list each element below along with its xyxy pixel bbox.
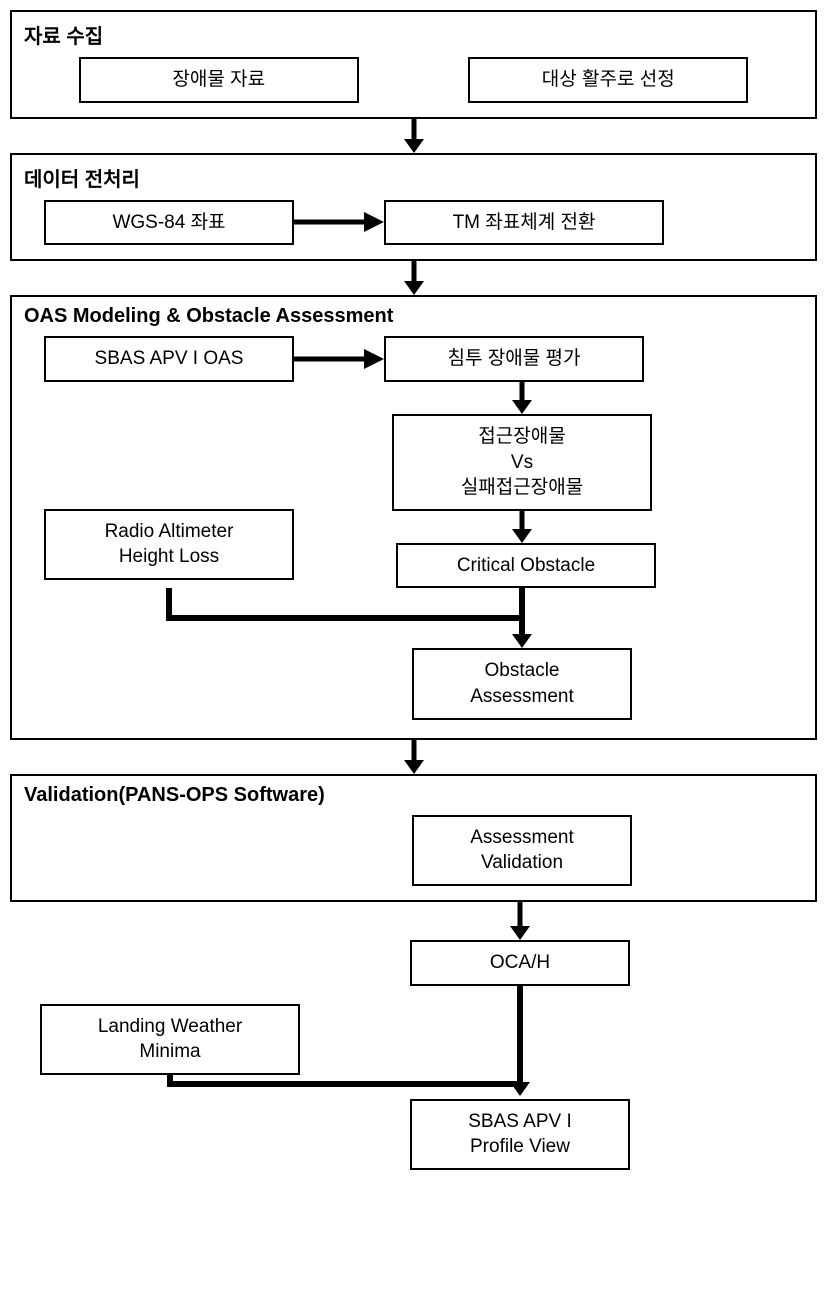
elbow-radio-to-assessment (24, 588, 803, 648)
stage-validation: Validation(PANS-OPS Software) Assessment… (10, 774, 817, 902)
text-missed: 실패접근장애물 (461, 477, 583, 498)
box-sbas-oas: SBAS APV I OAS (44, 336, 294, 382)
arrow-stage2-to-stage3 (10, 261, 817, 295)
box-sbas-profile-view: SBAS APV I Profile View (410, 1099, 630, 1170)
box-penetration-eval: 침투 장애물 평가 (384, 336, 644, 382)
text-av1: Assessment (470, 827, 573, 848)
box-critical-obstacle: Critical Obstacle (396, 543, 656, 589)
text-vs: Vs (511, 452, 533, 473)
stage-title: Validation(PANS-OPS Software) (24, 784, 803, 807)
stage-title: 데이터 전처리 (24, 163, 803, 192)
stage-title: 자료 수집 (24, 20, 803, 49)
box-ocah: OCA/H (410, 940, 630, 986)
arrow-wgs-to-tm (294, 207, 384, 237)
text-spv1: SBAS APV I (468, 1111, 572, 1132)
text-oa1: Obstacle (485, 660, 560, 681)
box-landing-minima: Landing Weather Minima (40, 1004, 300, 1075)
box-obstacle-data: 장애물 자료 (79, 57, 359, 103)
arrow-stage3-to-stage4 (10, 740, 817, 774)
text-av2: Validation (481, 852, 563, 873)
text-ra2: Height Loss (119, 546, 219, 567)
stage-oas-modeling: OAS Modeling & Obstacle Assessment SBAS … (10, 295, 817, 739)
text-lwm2: Minima (139, 1041, 200, 1062)
arrow-to-approach-vs (24, 382, 803, 414)
box-radio-altimeter: Radio Altimeter Height Loss (44, 509, 294, 580)
box-runway-selection: 대상 활주로 선정 (468, 57, 748, 103)
arrow-stage1-to-stage2 (10, 119, 817, 153)
text-approach: 접근장애물 (478, 426, 565, 447)
stage-title: OAS Modeling & Obstacle Assessment (24, 305, 803, 328)
stage-data-collection: 자료 수집 장애물 자료 대상 활주로 선정 (10, 10, 817, 119)
stage-preprocessing: 데이터 전처리 WGS-84 좌표 TM 좌표체계 전환 (10, 153, 817, 262)
box-approach-vs-missed: 접근장애물 Vs 실패접근장애물 (392, 414, 652, 511)
box-assessment-validation: Assessment Validation (412, 815, 632, 886)
text-oa2: Assessment (470, 686, 573, 707)
box-tm-coord: TM 좌표체계 전환 (384, 200, 664, 246)
arrow-sbas-to-penetration (294, 344, 384, 374)
box-obstacle-assessment: Obstacle Assessment (412, 648, 632, 719)
text-lwm1: Landing Weather (98, 1016, 242, 1037)
text-spv2: Profile View (470, 1136, 570, 1157)
arrow-to-ocah (10, 902, 817, 940)
text-ra1: Radio Altimeter (105, 521, 234, 542)
box-wgs84: WGS-84 좌표 (44, 200, 294, 246)
